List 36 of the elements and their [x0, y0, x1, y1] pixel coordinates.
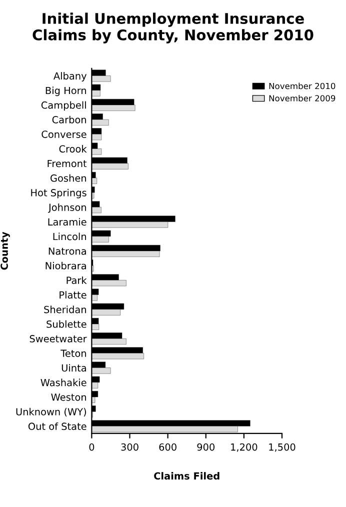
x-tick-label: 0 [89, 443, 94, 451]
y-tick-label: Park [66, 276, 87, 284]
legend-label: November 2009 [269, 94, 336, 102]
x-tick-label: 600 [159, 443, 176, 451]
x-tick-label: 1,500 [269, 443, 296, 452]
y-tick-label: Hot Springs [31, 188, 86, 198]
y-tick-label: Campbell [41, 101, 86, 111]
y-tick-label: Sweetwater [30, 335, 87, 342]
y-tick-label: Natrona [48, 248, 86, 255]
y-tick-label: Teton [60, 350, 86, 358]
chart-title: Initial Unemployment Insurance Claims by County, November 2010 [32, 12, 314, 44]
legend-label: November 2010 [269, 82, 336, 90]
y-tick-label: Albany [54, 72, 87, 82]
x-tick-label: 300 [121, 443, 138, 451]
y-tick-label: Weston [51, 394, 86, 401]
y-tick-label: Sublette [46, 320, 86, 328]
y-tick-label: Fremont [48, 160, 87, 168]
y-tick-label: Big Horn [46, 86, 86, 96]
x-axis-title: Claims Filed [154, 472, 220, 480]
y-tick-label: Platte [60, 291, 86, 299]
y-tick-label: Carbon [52, 116, 86, 124]
y-tick-label: Crook [59, 145, 87, 153]
x-tick-label: 900 [197, 443, 215, 451]
y-tick-label: Goshen [50, 174, 86, 182]
y-tick-label: Unknown (WY) [16, 408, 86, 417]
y-tick-label: Johnson [48, 203, 86, 213]
y-axis-title: County [0, 232, 10, 270]
y-tick-label: Sheridan [44, 306, 86, 314]
y-tick-label: Washakie [40, 378, 86, 386]
y-tick-label: Converse [42, 130, 86, 138]
y-tick-label: Out of State [28, 422, 86, 430]
x-tick-label: 1,200 [231, 443, 258, 452]
y-tick-label: Laramie [48, 218, 86, 226]
y-tick-label: Uinta [62, 364, 86, 372]
y-tick-label: Lincoln [53, 232, 86, 240]
y-tick-label: Niobrara [46, 262, 86, 270]
